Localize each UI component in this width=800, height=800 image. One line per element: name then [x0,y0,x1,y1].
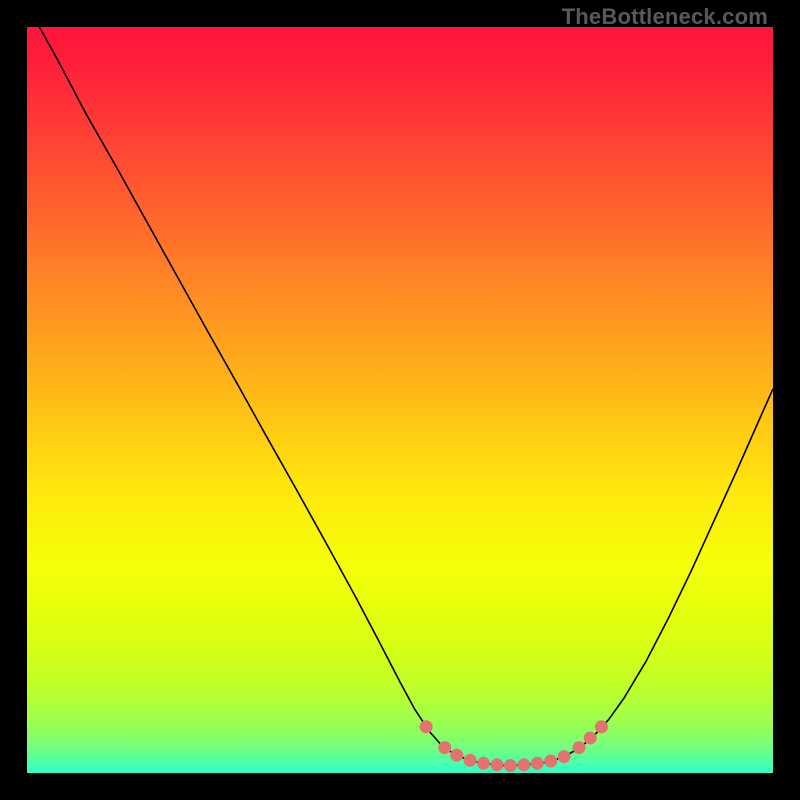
highlight-dot [438,741,451,754]
highlight-dot [595,720,608,733]
highlight-dot [420,720,433,733]
highlight-dot [490,758,503,771]
highlight-dot [464,754,477,767]
highlight-dot [573,741,586,754]
bottleneck-curve-svg [27,27,773,773]
highlight-dot [517,758,530,771]
highlight-dot [477,757,490,770]
highlight-dot [544,755,557,768]
highlight-dot [531,757,544,770]
highlight-dot [584,731,597,744]
bottleneck-curve [27,5,773,766]
highlight-dot [450,749,463,762]
highlight-dots-group [420,720,608,772]
highlight-dot [558,750,571,763]
highlight-dot [504,759,517,772]
watermark-text: TheBottleneck.com [562,4,768,30]
